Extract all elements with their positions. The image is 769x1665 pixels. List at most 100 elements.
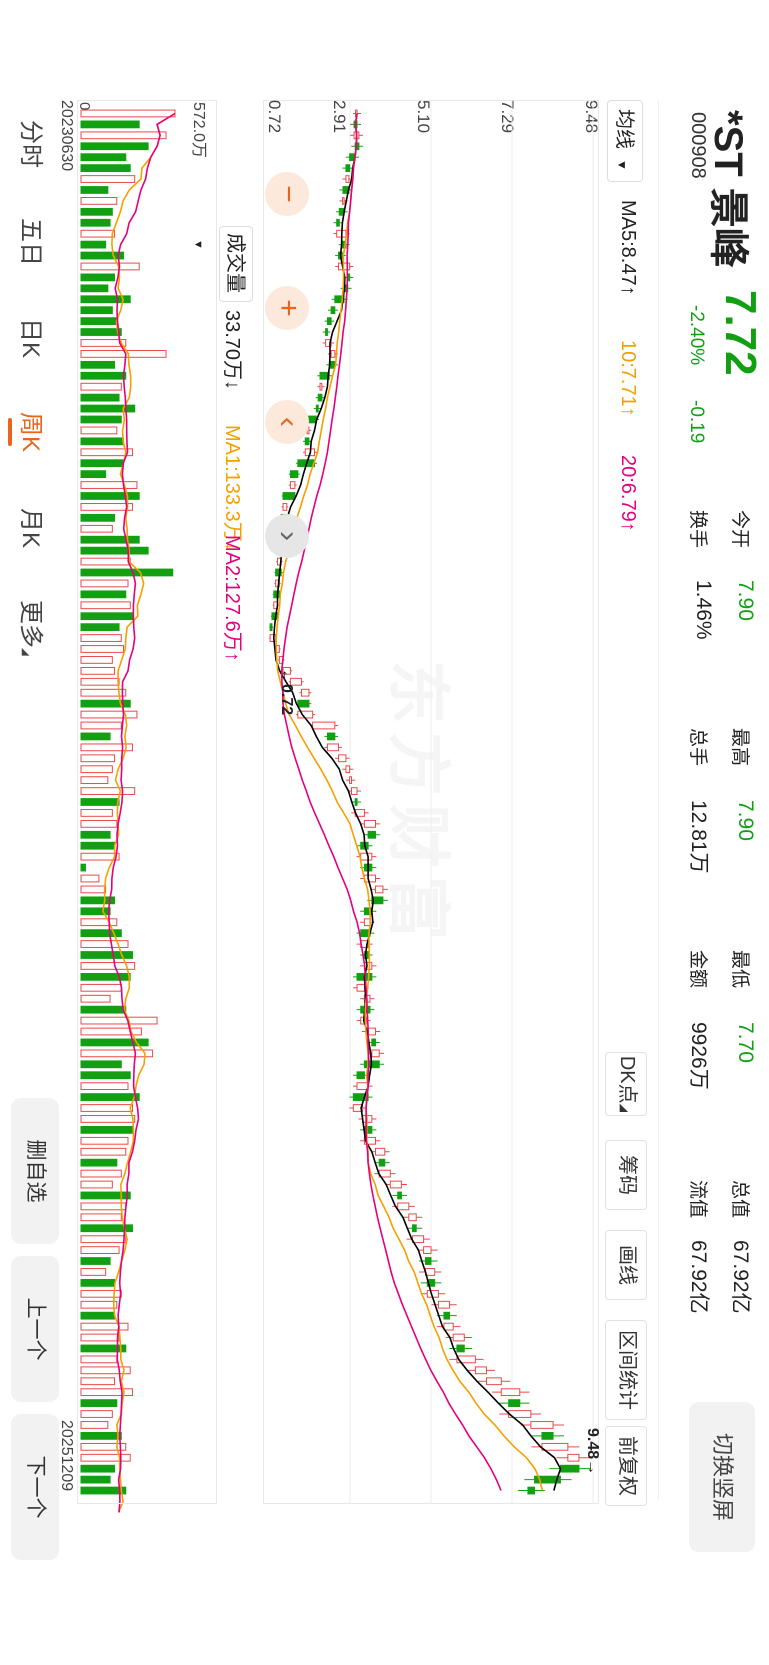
volume-bar-down bbox=[80, 240, 107, 249]
previous-button[interactable]: 上一个 bbox=[11, 1256, 59, 1402]
candle-up bbox=[412, 1235, 425, 1244]
volume-value: 33.70万↓ bbox=[221, 310, 243, 391]
volume-bar-up bbox=[80, 809, 113, 817]
grid-lines bbox=[349, 100, 594, 1504]
candle-down bbox=[354, 798, 358, 806]
volume-bar-down bbox=[80, 371, 127, 380]
volume-bar-up bbox=[80, 557, 131, 566]
volume-bar-up bbox=[80, 765, 113, 774]
volume-bar-up bbox=[80, 1322, 129, 1331]
zoom-in-button[interactable]: + bbox=[265, 286, 309, 330]
indicator-selector[interactable]: 成交量▼ bbox=[192, 226, 253, 302]
volume-bar-up bbox=[80, 1115, 136, 1123]
volume-bar-up bbox=[80, 448, 133, 457]
volume-bar-down bbox=[80, 1158, 118, 1167]
tab-five-day[interactable]: 五日 bbox=[17, 218, 44, 266]
volume-bar-up bbox=[80, 1169, 122, 1178]
volume-bar-up bbox=[80, 1027, 142, 1036]
volume-bar-up bbox=[80, 1377, 116, 1386]
volume-bar-up bbox=[80, 1104, 133, 1112]
volume-bar-down bbox=[80, 1399, 118, 1407]
candle-up bbox=[349, 776, 352, 785]
candle-down bbox=[559, 1464, 580, 1473]
tab-weekly-k[interactable]: 周K bbox=[16, 412, 51, 452]
volume-bar-down bbox=[80, 1093, 140, 1101]
volume-bar-up bbox=[80, 1410, 113, 1418]
scroll-right-button[interactable]: › bbox=[265, 514, 309, 558]
volume-bar-down bbox=[80, 929, 122, 938]
candle-up bbox=[356, 983, 365, 992]
ma-lines bbox=[102, 112, 562, 1513]
volume-bar-up bbox=[80, 940, 129, 948]
candle-down bbox=[397, 1191, 402, 1200]
candle-down bbox=[508, 1399, 521, 1407]
volume-bar-down bbox=[80, 164, 131, 172]
zoom-out-button[interactable]: − bbox=[265, 172, 309, 216]
candle-up bbox=[437, 1300, 450, 1309]
candle-up bbox=[375, 1147, 386, 1156]
candles bbox=[269, 109, 591, 1495]
minus-icon: − bbox=[272, 185, 305, 203]
volume-bar-down bbox=[80, 404, 136, 413]
volume-bar-down bbox=[80, 273, 116, 282]
volume-bar-down bbox=[80, 1486, 127, 1495]
ma20-line bbox=[280, 113, 502, 1491]
chevron-right-icon: › bbox=[272, 531, 305, 541]
candle-up bbox=[456, 1355, 476, 1364]
tab-daily-k[interactable]: 日K bbox=[17, 318, 44, 359]
volume-bar-down bbox=[80, 120, 140, 129]
volume-bar-up bbox=[80, 601, 131, 610]
volume-bar-down bbox=[80, 590, 127, 599]
vol-ma1-line bbox=[102, 112, 176, 1513]
candle-up bbox=[301, 688, 310, 697]
remove-watchlist-button[interactable]: 删自选 bbox=[11, 1098, 59, 1244]
candle-up bbox=[297, 710, 314, 719]
tab-intraday[interactable]: 分时 bbox=[17, 120, 44, 168]
volume-bar-up bbox=[80, 1442, 127, 1451]
volume-bar-down bbox=[80, 1038, 149, 1047]
candle-down bbox=[336, 218, 340, 227]
candle-down bbox=[325, 328, 328, 336]
tab-monthly-k[interactable]: 月K bbox=[17, 508, 44, 549]
volume-bar-up bbox=[80, 1235, 127, 1244]
candle-down bbox=[367, 830, 377, 839]
candle-up bbox=[363, 874, 377, 883]
min-price-label: ←0.72 bbox=[278, 668, 295, 716]
volume-bar-up bbox=[80, 229, 116, 238]
candle-down bbox=[269, 623, 273, 632]
volume-bar-down bbox=[80, 1191, 131, 1200]
candle-down bbox=[378, 1158, 386, 1167]
chevron-left-icon: ‹ bbox=[272, 417, 305, 427]
max-price-label: 9.48→ bbox=[584, 1428, 601, 1476]
volume-bar-up bbox=[80, 1421, 109, 1429]
volume-bar-up bbox=[80, 874, 100, 883]
candle-up bbox=[397, 1202, 410, 1211]
candle-down bbox=[443, 1311, 450, 1320]
candle-up bbox=[541, 1442, 569, 1451]
candle-up bbox=[289, 677, 303, 686]
candle-up bbox=[282, 503, 288, 511]
plus-icon: + bbox=[272, 299, 305, 317]
candle-up bbox=[375, 885, 384, 894]
vol-ma1-value: MA1:133.3万↓ bbox=[221, 425, 243, 552]
volume-bar-up bbox=[80, 1147, 127, 1156]
volume-bar-down bbox=[80, 830, 111, 839]
candle-down bbox=[326, 317, 332, 326]
volume-bar-up bbox=[80, 1082, 129, 1091]
tab-more-label: 更多 bbox=[17, 600, 44, 648]
volume-bar-up bbox=[80, 109, 176, 118]
volume-bar-up bbox=[80, 175, 136, 183]
volume-bar-down bbox=[80, 153, 127, 162]
candle-up bbox=[567, 1453, 580, 1462]
candle-down bbox=[541, 1432, 554, 1440]
candle-down bbox=[315, 404, 319, 413]
next-button[interactable]: 下一个 bbox=[11, 1414, 59, 1560]
volume-bar-up bbox=[80, 1366, 131, 1375]
scroll-left-button[interactable]: ‹ bbox=[265, 400, 309, 444]
volume-bar-down bbox=[80, 1464, 116, 1473]
candle-down bbox=[297, 699, 310, 708]
tab-more[interactable]: 更多◢ bbox=[16, 600, 51, 656]
volume-bar-up bbox=[80, 994, 111, 1003]
volume-bar-down bbox=[80, 1060, 122, 1069]
